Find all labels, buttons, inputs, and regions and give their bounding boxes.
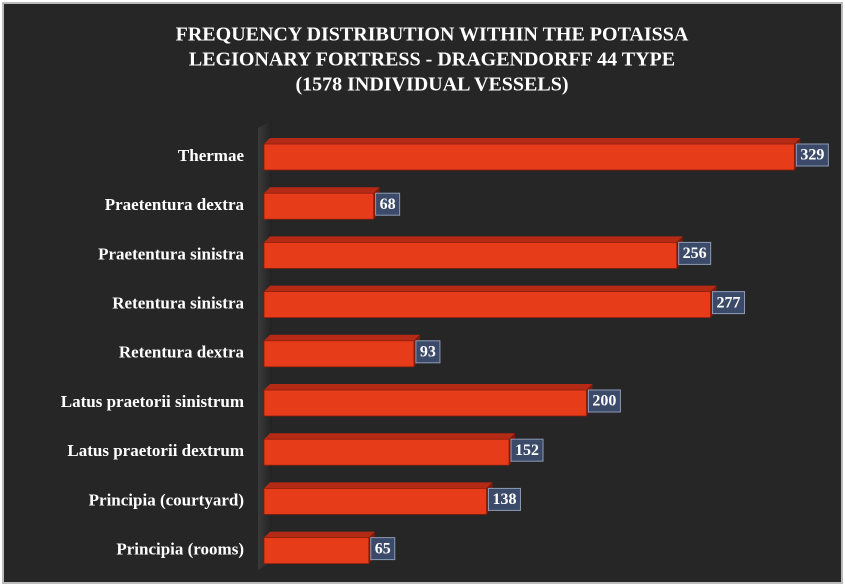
data-label: 93 bbox=[420, 343, 436, 360]
data-label: 277 bbox=[717, 294, 741, 311]
bar bbox=[263, 537, 370, 564]
y-tick-label: Principia (courtyard) bbox=[89, 490, 244, 509]
bar bbox=[263, 192, 375, 220]
data-label-box bbox=[510, 438, 544, 462]
bar bbox=[263, 241, 678, 269]
bar bbox=[263, 143, 795, 171]
data-label: 68 bbox=[380, 196, 396, 213]
bar-top bbox=[264, 334, 420, 341]
data-label-box bbox=[712, 291, 746, 315]
data-label: 65 bbox=[375, 540, 391, 557]
data-label-box bbox=[678, 241, 712, 265]
y-tick-label: Retentura dextra bbox=[119, 343, 245, 362]
y-tick-label: Retentura sinistra bbox=[112, 294, 244, 313]
bar bbox=[263, 291, 711, 319]
y-tick-label: Praetentura sinistra bbox=[98, 244, 244, 263]
chart-title: FREQUENCY DISTRIBUTION WITHIN THE POTAIS… bbox=[176, 24, 689, 46]
data-label-box bbox=[415, 340, 441, 364]
data-label: 256 bbox=[683, 245, 707, 262]
y-tick-label: Principia (rooms) bbox=[116, 540, 244, 559]
data-label: 152 bbox=[515, 442, 539, 459]
data-label-box bbox=[375, 192, 401, 216]
data-label: 138 bbox=[492, 491, 516, 508]
bar bbox=[263, 340, 415, 368]
y-tick-label: Latus praetorii dextrum bbox=[67, 441, 244, 460]
bar bbox=[263, 487, 487, 515]
bar-top bbox=[264, 482, 493, 489]
data-label: 329 bbox=[800, 147, 824, 164]
bar bbox=[263, 438, 510, 466]
data-label: 200 bbox=[592, 393, 616, 410]
data-label-box bbox=[795, 143, 829, 167]
y-tick-label: Thermae bbox=[178, 146, 245, 165]
bar-top bbox=[264, 531, 375, 538]
chart-title: LEGIONARY FORTRESS - DRAGENDORFF 44 TYPE bbox=[189, 49, 675, 71]
bar-top bbox=[264, 236, 683, 243]
data-label-box bbox=[370, 537, 396, 561]
chart-title: (1578 INDIVIDUAL VESSELS) bbox=[295, 74, 568, 96]
bar-top bbox=[264, 187, 380, 194]
data-label-box bbox=[587, 389, 621, 413]
y-tick-label: Latus praetorii sinistrum bbox=[61, 392, 244, 411]
bar bbox=[263, 389, 587, 417]
bar-top bbox=[264, 138, 801, 144]
bar-top bbox=[264, 285, 717, 292]
bar-top bbox=[264, 433, 516, 440]
bar-top bbox=[264, 384, 593, 390]
data-label-box bbox=[487, 487, 521, 511]
y-tick-label: Praetentura dextra bbox=[105, 195, 245, 214]
